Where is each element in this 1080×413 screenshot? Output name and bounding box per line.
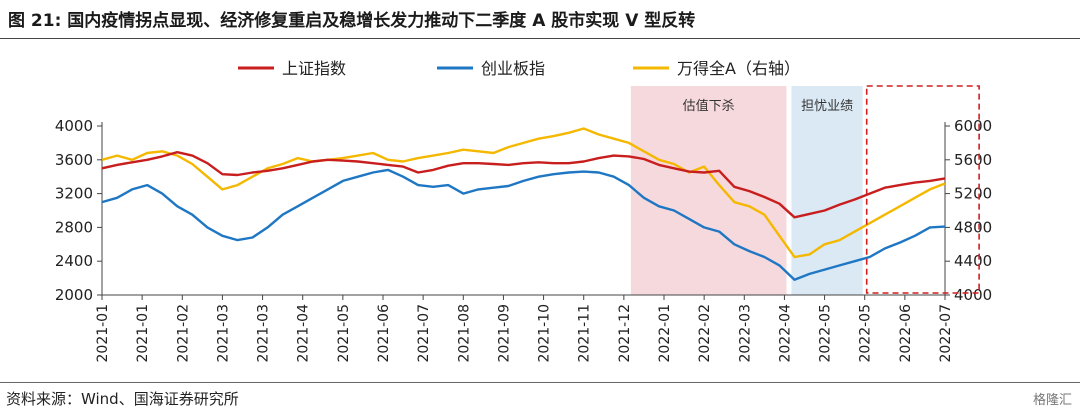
x-axis-tick-label: 2022-01 bbox=[657, 304, 673, 363]
annotation-band-2 bbox=[791, 86, 863, 295]
x-axis-tick-label: 2021-09 bbox=[496, 304, 512, 363]
chart: 估值下杀 担忧业绩 2000 2400 2800 3200 3600 4000 4000 440… bbox=[55, 59, 992, 363]
annotation-bands: 估值下杀 担忧业绩 bbox=[630, 86, 863, 295]
legend: 上证指数 创业板指 万得全A（右轴） bbox=[238, 59, 800, 78]
source-note: 资料来源：Wind、国海证券研究所 bbox=[6, 390, 239, 408]
figure-title: 图 21: 国内疫情拐点显现、经济修复重启及稳增长发力推动下二季度 A 股市实现… bbox=[8, 11, 696, 31]
x-axis-tick-label: 2022-03 bbox=[737, 304, 753, 363]
left-axis-tick-label: 2000 bbox=[55, 286, 93, 304]
legend-label-2: 创业板指 bbox=[481, 59, 545, 78]
left-axis-tick-label: 4000 bbox=[55, 117, 93, 135]
x-axis-tick-label: 2021-06 bbox=[376, 304, 392, 363]
left-axis-tick-label: 3200 bbox=[55, 185, 93, 203]
highlight-box bbox=[865, 85, 980, 294]
right-axis-tick-label: 5600 bbox=[954, 151, 992, 169]
x-axis-tick-label: 2021-07 bbox=[416, 304, 432, 363]
series-line-2 bbox=[101, 168, 946, 281]
x-axis-tick-label: 2021-03 bbox=[256, 304, 272, 363]
highlight-overlay bbox=[865, 85, 980, 294]
right-axis-tick-label: 4400 bbox=[954, 252, 992, 270]
x-axis-tick-label: 2022-05 bbox=[858, 304, 874, 363]
x-axis-tick-label: 2022-02 bbox=[697, 304, 713, 363]
x-axis-tick-label: 2021-12 bbox=[617, 304, 633, 363]
x-axis-tick-label: 2021-02 bbox=[175, 304, 191, 363]
left-axis-tick-label: 2400 bbox=[55, 252, 93, 270]
right-axis-tick-label: 6000 bbox=[954, 117, 992, 135]
series-lines bbox=[101, 127, 946, 281]
x-axis-tick-label: 2021-08 bbox=[456, 304, 472, 363]
watermark-logo: 格隆汇 bbox=[1032, 393, 1072, 408]
series-line-3 bbox=[101, 127, 946, 259]
annotation-label-2: 担忧业绩 bbox=[801, 99, 853, 114]
x-axis-tick-label: 2021-04 bbox=[296, 304, 312, 363]
title-divider bbox=[0, 38, 1080, 39]
axes: 2000 2400 2800 3200 3600 4000 4000 4400 4800 5200… bbox=[55, 117, 992, 363]
source-divider bbox=[0, 382, 1080, 383]
left-axis-tick-label: 2800 bbox=[55, 218, 93, 236]
x-axis-tick-label: 2022-05 bbox=[818, 304, 834, 363]
annotation-band-1 bbox=[630, 86, 787, 295]
x-axis-tick-label: 2021-03 bbox=[215, 304, 231, 363]
right-axis-tick-label: 5200 bbox=[954, 185, 992, 203]
right-axis-tick-label: 4000 bbox=[954, 286, 992, 304]
x-axis-tick-label: 2022-06 bbox=[898, 304, 914, 363]
x-axis-tick-label: 2021-05 bbox=[336, 304, 352, 363]
right-axis-tick-label: 4800 bbox=[954, 218, 992, 236]
x-axis-tick-label: 2021-10 bbox=[537, 304, 553, 363]
legend-label-3: 万得全A（右轴） bbox=[677, 59, 800, 78]
legend-label-1: 上证指数 bbox=[282, 59, 346, 78]
annotation-label-1: 估值下杀 bbox=[683, 98, 735, 114]
x-axis-tick-label: 2021-01 bbox=[135, 304, 151, 363]
x-axis-tick-label: 2022-04 bbox=[777, 304, 793, 363]
series-line-1 bbox=[101, 150, 946, 219]
x-axis-tick-label: 2021-01 bbox=[95, 304, 111, 363]
x-axis-tick-label: 2022-07 bbox=[938, 304, 954, 363]
left-axis-tick-label: 3600 bbox=[55, 151, 93, 169]
x-axis-tick-label: 2021-11 bbox=[577, 304, 593, 363]
